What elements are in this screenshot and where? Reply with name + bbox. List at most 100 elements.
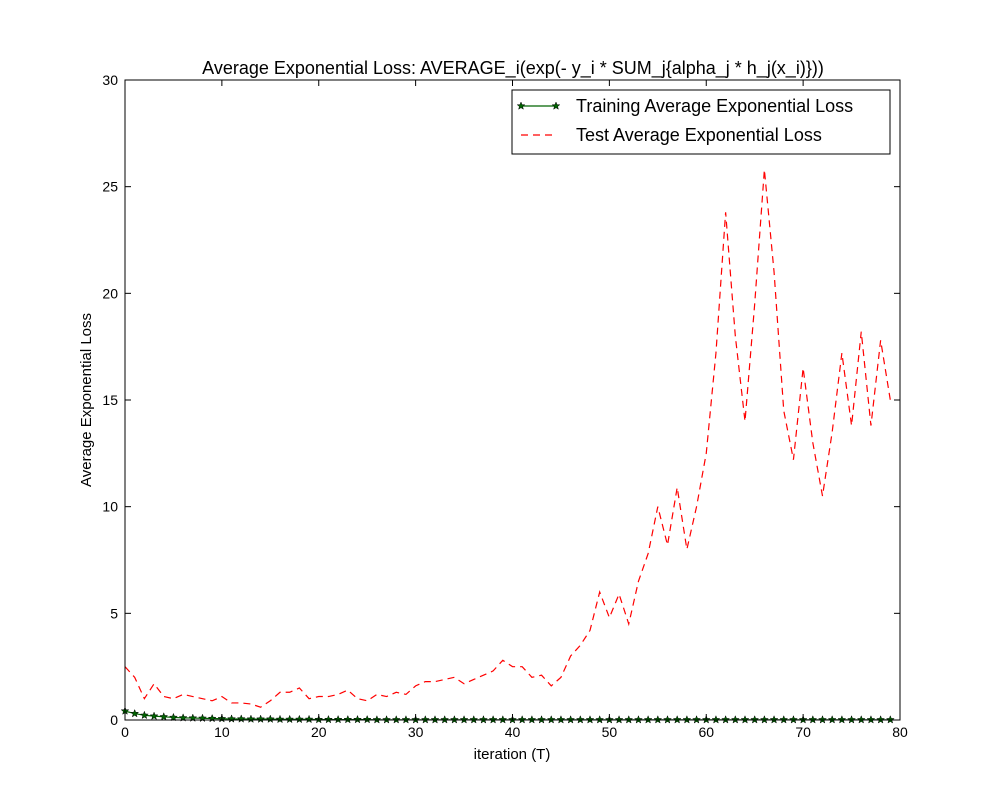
- y-tick-label: 10: [102, 499, 118, 515]
- data-point: [207, 713, 217, 723]
- data-point: [265, 714, 275, 723]
- data-point: [304, 714, 314, 724]
- legend-marker: [516, 101, 526, 110]
- data-point: [333, 714, 343, 724]
- series-line-test: [124, 169, 891, 708]
- x-tick-label: 20: [311, 724, 327, 740]
- data-point: [430, 715, 440, 724]
- y-axis-title: Average Exponential Loss: [78, 313, 95, 487]
- data-point: [759, 715, 769, 724]
- data-point: [730, 715, 740, 724]
- data-point: [449, 715, 459, 724]
- data-point: [372, 715, 382, 724]
- data-point: [663, 715, 672, 724]
- data-point: [168, 712, 178, 722]
- legend-box: [511, 89, 891, 155]
- data-point: [469, 715, 479, 724]
- x-tick-label: 40: [505, 724, 521, 740]
- legend-marker: [551, 101, 561, 110]
- data-point: [876, 715, 886, 724]
- data-point: [856, 715, 866, 724]
- data-point: [527, 715, 537, 724]
- data-point: [808, 715, 818, 724]
- data-point: [362, 714, 372, 724]
- data-point: [624, 715, 634, 724]
- data-point: [885, 715, 895, 724]
- y-tick-label: 20: [102, 285, 118, 301]
- data-point: [633, 715, 643, 724]
- data-point: [750, 715, 760, 724]
- data-point: [323, 714, 333, 724]
- data-point: [537, 715, 547, 724]
- series-layer: [120, 169, 895, 724]
- data-point: [779, 715, 789, 724]
- data-point: [517, 715, 527, 724]
- data-point: [382, 715, 392, 724]
- y-tick-label: 0: [110, 712, 118, 728]
- data-point: [420, 715, 430, 724]
- data-point: [227, 714, 237, 723]
- data-point: [159, 712, 169, 721]
- x-tick-label: 80: [892, 724, 908, 740]
- data-point: [740, 715, 750, 724]
- data-point: [595, 715, 605, 724]
- data-point: [440, 715, 450, 724]
- data-point: [653, 715, 663, 724]
- data-point: [556, 715, 566, 724]
- data-point: [294, 714, 304, 724]
- data-point: [546, 715, 556, 724]
- data-point: [246, 714, 256, 723]
- x-tick-label: 70: [795, 724, 811, 740]
- data-point: [721, 715, 731, 724]
- data-point: [682, 715, 692, 724]
- chart-title: Average Exponential Loss: AVERAGE_i(exp(…: [202, 58, 824, 79]
- data-point: [711, 715, 721, 724]
- y-tick-label: 5: [110, 605, 118, 621]
- data-point: [488, 715, 498, 724]
- y-tick-label: 15: [102, 392, 118, 408]
- data-point: [459, 715, 469, 724]
- data-point: [818, 715, 827, 724]
- data-point: [391, 715, 401, 724]
- y-tick-label: 25: [102, 179, 118, 195]
- data-point: [692, 715, 702, 724]
- legend: Training Average Exponential Loss Test A…: [511, 89, 891, 155]
- data-point: [769, 715, 779, 724]
- data-point: [575, 715, 585, 724]
- data-point: [256, 714, 266, 723]
- x-tick-label: 30: [408, 724, 424, 740]
- y-tick-label: 30: [102, 72, 118, 88]
- data-point: [498, 715, 508, 724]
- x-tick-label: 10: [214, 724, 230, 740]
- data-point: [139, 710, 149, 720]
- plot-area: 0 10 20 30 40 50 60 70 80 0 5 10 15 20 25 30: [102, 72, 908, 740]
- data-point: [585, 715, 595, 724]
- data-point: [149, 711, 159, 720]
- legend-label-test: Test Average Exponential Loss: [576, 125, 822, 145]
- plot-frame: [124, 79, 901, 721]
- data-point: [353, 714, 362, 724]
- ticks-layer: 0 10 20 30 40 50 60 70 80 0 5 10 15 20 25 30: [102, 72, 908, 740]
- legend-label-training: Training Average Exponential Loss: [576, 96, 853, 116]
- data-point: [837, 715, 847, 724]
- data-point: [847, 715, 857, 724]
- x-tick-label: 60: [698, 724, 714, 740]
- x-tick-label: 0: [121, 724, 129, 740]
- data-point: [566, 715, 576, 724]
- data-point: [130, 708, 140, 718]
- data-point: [788, 715, 798, 724]
- data-point: [643, 715, 653, 724]
- data-point: [275, 714, 285, 724]
- data-point: [236, 714, 246, 723]
- data-point: [827, 715, 837, 724]
- data-point: [343, 714, 353, 724]
- data-point: [866, 715, 876, 724]
- data-point: [614, 715, 624, 724]
- data-point: [401, 715, 411, 724]
- data-point: [672, 715, 682, 724]
- data-point: [285, 714, 295, 724]
- data-point: [478, 715, 488, 724]
- legend-markers-training: [516, 101, 561, 110]
- x-tick-label: 50: [602, 724, 618, 740]
